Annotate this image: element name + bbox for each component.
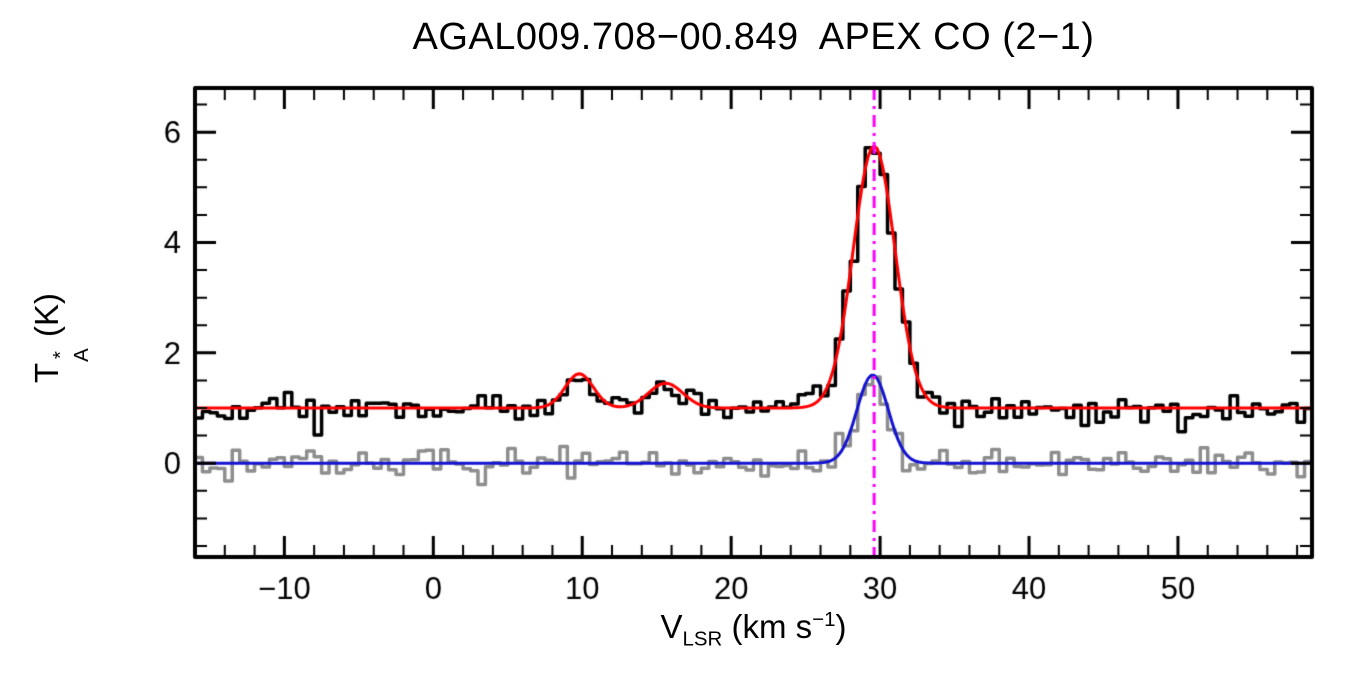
x-axis-unit-exponent: −1 — [812, 608, 836, 631]
y-axis-subscript: A — [69, 348, 93, 362]
x-axis-symbol: V — [660, 608, 683, 645]
x-axis-unit-suffix: ) — [835, 608, 847, 645]
y-axis-superscript: * — [49, 351, 73, 360]
x-axis-subscript: LSR — [682, 627, 723, 651]
y-axis-unit: (K) — [27, 293, 65, 347]
chart-title: AGAL009.708−00.849 APEX CO (2−1) — [412, 16, 1095, 58]
x-axis-label: VLSR (km s−1) — [195, 608, 1312, 649]
y-axis-label: T * A (K) — [27, 138, 93, 538]
y-axis-symbol: T — [27, 362, 65, 384]
y-axis-supsub: * A — [49, 348, 93, 362]
x-axis-unit-prefix: (km s — [722, 608, 813, 645]
